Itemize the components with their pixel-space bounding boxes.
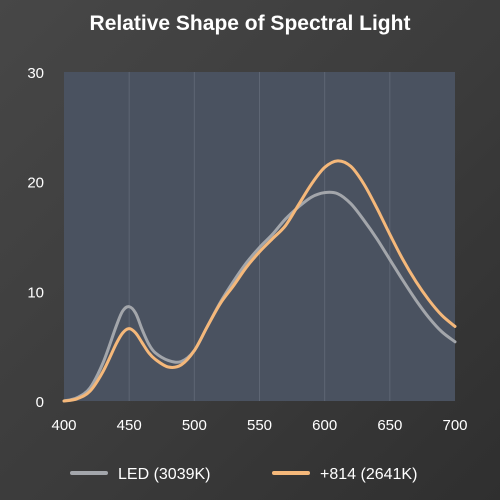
grid-lines (128, 72, 391, 401)
series-lines (62, 159, 457, 403)
x-tick-label-550: 550 (247, 417, 272, 434)
x-tick-label-400: 400 (51, 417, 76, 434)
legend-label-1: LED (3039K) (118, 466, 211, 483)
y-tick-label-10: 10 (27, 284, 44, 301)
x-tick-label-700: 700 (442, 417, 467, 434)
x-tick-label-600: 600 (312, 417, 337, 434)
x-axis-ticks: 400 450 500 550 600 650 700 (51, 417, 467, 434)
y-axis-ticks: 0 10 20 30 (27, 65, 44, 411)
series-line-2 (62, 159, 457, 403)
x-tick-label-500: 500 (182, 417, 207, 434)
x-tick-label-450: 450 (117, 417, 142, 434)
chart-legend: LED (3039K) +814 (2641K) (70, 466, 417, 483)
y-tick-label-20: 20 (27, 175, 44, 192)
y-tick-label-30: 30 (27, 65, 44, 82)
y-tick-label-0: 0 (36, 394, 44, 411)
chart-title: Relative Shape of Spectral Light (90, 12, 411, 35)
x-tick-label-650: 650 (377, 417, 402, 434)
series-line-1 (62, 190, 457, 403)
legend-label-2: +814 (2641K) (320, 466, 417, 483)
